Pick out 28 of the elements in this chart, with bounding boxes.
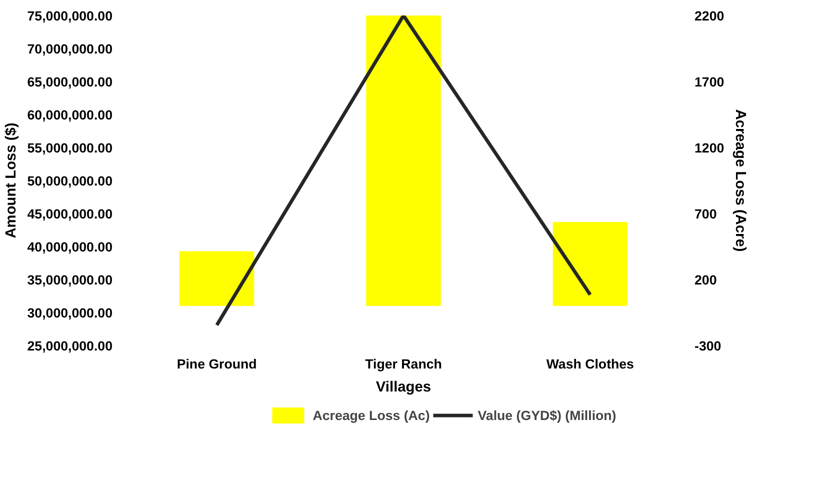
y-tick-label: 25,000,000.00 bbox=[27, 338, 112, 354]
y-tick-label: 65,000,000.00 bbox=[27, 74, 112, 90]
y2-tick-label: 1700 bbox=[694, 74, 724, 90]
y-tick-label: 60,000,000.00 bbox=[27, 108, 112, 122]
y2-tick-label: -300 bbox=[694, 338, 722, 354]
y2-tick-label: 2200 bbox=[694, 8, 724, 24]
y-tick-label: 30,000,000.00 bbox=[27, 306, 112, 320]
y-tick-label: 50,000,000.00 bbox=[27, 174, 112, 188]
y-tick-label: 75,000,000.00 bbox=[27, 8, 112, 24]
x-axis-title: Villages bbox=[376, 380, 432, 396]
y-tick-label: 70,000,000.00 bbox=[27, 42, 112, 56]
y-tick-label: 40,000,000.00 bbox=[27, 240, 112, 254]
x-tick-label: Wash Clothes bbox=[546, 356, 634, 372]
y-axis-title: Amount Loss ($) bbox=[3, 122, 20, 238]
legend-label: Value (GYD$) (Million) bbox=[478, 408, 616, 422]
bar bbox=[180, 251, 254, 306]
legend-label: Acreage Loss (Ac) bbox=[312, 408, 430, 422]
bar bbox=[552, 222, 628, 306]
y2-tick-label: 200 bbox=[694, 272, 717, 288]
y2-tick-label: 1200 bbox=[694, 140, 724, 156]
y2-axis-title: Acreage Loss (Acre) bbox=[732, 109, 748, 252]
x-tick-label: Pine Ground bbox=[176, 356, 257, 372]
x-tick-label: Tiger Ranch bbox=[365, 356, 442, 372]
y-tick-label: 55,000,000.00 bbox=[27, 140, 112, 156]
y-tick-label: 45,000,000.00 bbox=[27, 206, 112, 222]
y2-tick-label: 700 bbox=[694, 206, 717, 222]
bar bbox=[366, 16, 441, 306]
y-tick-label: 35,000,000.00 bbox=[27, 272, 112, 288]
